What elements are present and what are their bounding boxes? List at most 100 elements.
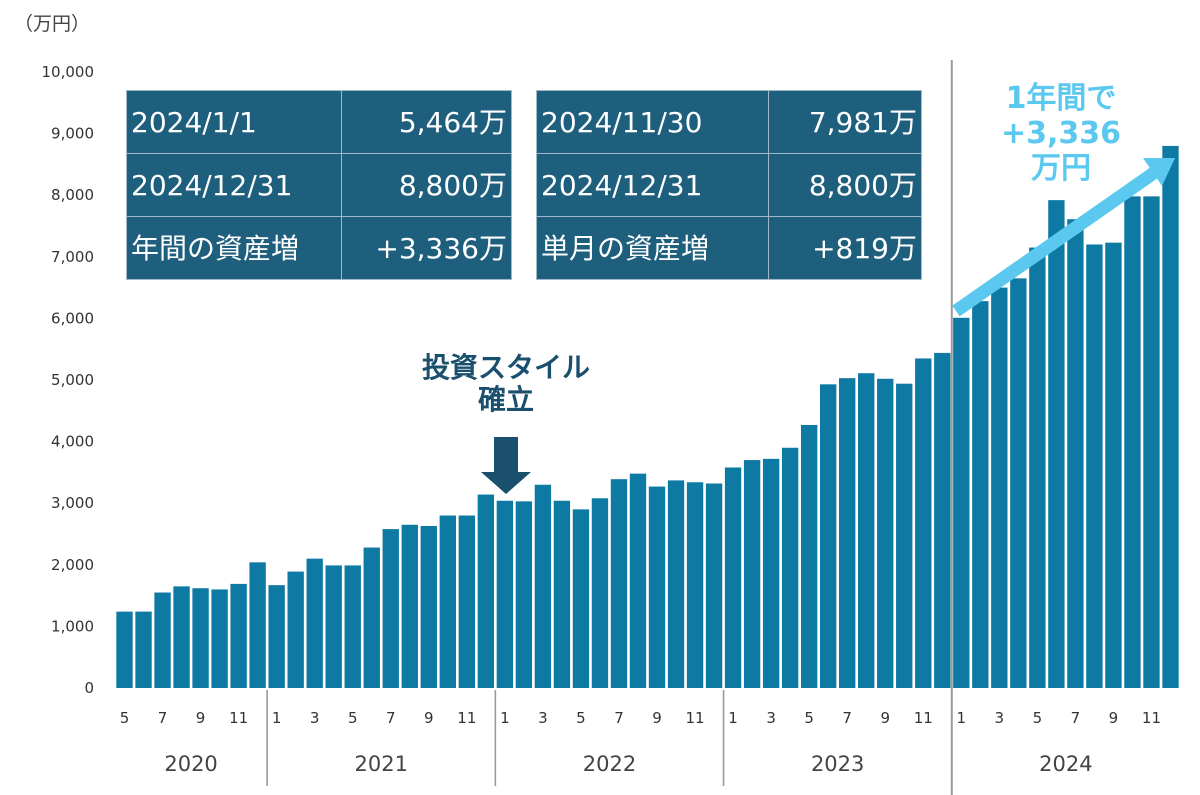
y-axis-unit-label: （万円） <box>14 13 90 35</box>
x-tick-label: 11 <box>457 709 476 727</box>
x-tick-label: 3 <box>310 709 320 727</box>
bar <box>477 494 495 688</box>
y-tick-label: 4,000 <box>51 433 94 451</box>
x-tick-label: 9 <box>652 709 662 727</box>
y-axis-ticks: 0 1,000 2,000 3,000 4,000 5,000 6,000 7,000 8,00… <box>42 63 95 697</box>
bar <box>534 484 552 688</box>
x-tick-label: 7 <box>386 709 396 727</box>
x-tick-label: 7 <box>1071 709 1081 727</box>
bar <box>1162 145 1179 689</box>
table-cell-value: +819万 <box>767 216 923 280</box>
x-tick-label: 5 <box>120 709 130 727</box>
y-tick-label: 10,000 <box>42 63 95 81</box>
bar <box>705 483 723 688</box>
table-cell-value: 8,800万 <box>340 153 513 217</box>
table-cell-value: 7,981万 <box>767 90 923 154</box>
x-tick-label: 5 <box>804 709 814 727</box>
bar <box>344 565 361 688</box>
y-tick-label: 9,000 <box>51 125 94 143</box>
y-tick-label: 0 <box>84 679 94 697</box>
bar <box>1010 278 1027 688</box>
bar <box>743 460 761 688</box>
bar <box>667 480 685 688</box>
bar <box>762 458 780 688</box>
bar <box>1124 196 1141 688</box>
summary-table-month: 2024/11/30 7,981万 2024/12/31 8,800万 単月の資… <box>536 90 923 280</box>
bar <box>858 373 875 688</box>
bar <box>211 589 228 688</box>
y-tick-label: 2,000 <box>51 556 94 574</box>
down-arrow-icon <box>481 437 531 494</box>
bar <box>972 301 989 688</box>
x-year-label: 2022 <box>583 752 636 776</box>
table-cell-label: 2024/1/1 <box>126 90 342 154</box>
x-year-label: 2024 <box>1039 752 1092 776</box>
bar <box>1105 242 1122 688</box>
bar <box>496 500 514 688</box>
bar <box>420 525 437 688</box>
bar <box>1029 247 1046 688</box>
table-row: 2024/1/1 5,464万 <box>126 90 513 154</box>
x-axis-year-labels: 2020 2021 2022 2023 2024 <box>164 752 1092 776</box>
table-row: 2024/12/31 8,800万 <box>126 153 513 217</box>
x-tick-label: 9 <box>196 709 206 727</box>
bar <box>610 479 628 688</box>
bar <box>572 509 590 688</box>
annotation-annual-growth: 1年間で +3,336 万円 <box>966 81 1156 186</box>
bar <box>934 352 951 688</box>
x-tick-label: 3 <box>538 709 548 727</box>
bar <box>839 378 856 688</box>
x-tick-label: 9 <box>424 709 434 727</box>
bar <box>1067 219 1084 688</box>
bar <box>648 486 666 688</box>
bar <box>1048 200 1065 689</box>
x-tick-label: 11 <box>914 709 933 727</box>
y-tick-label: 3,000 <box>51 494 94 512</box>
bar <box>553 500 571 688</box>
y-tick-label: 6,000 <box>51 309 94 327</box>
bar <box>896 383 913 688</box>
bar <box>629 473 647 688</box>
bar <box>800 424 818 688</box>
bar <box>515 501 533 688</box>
y-tick-label: 5,000 <box>51 371 94 389</box>
annotation-line: 1年間で <box>1005 81 1117 116</box>
x-tick-label: 1 <box>272 709 282 727</box>
table-cell-label: 2024/12/31 <box>536 153 769 217</box>
growth-arrow-icon <box>952 158 1175 317</box>
x-tick-label: 7 <box>158 709 168 727</box>
table-row: 2024/11/30 7,981万 <box>536 90 923 154</box>
x-tick-label: 1 <box>728 709 738 727</box>
y-tick-label: 8,000 <box>51 186 94 204</box>
y-tick-label: 7,000 <box>51 248 94 266</box>
annotation-line: 万円 <box>1031 150 1091 186</box>
bar <box>877 378 894 688</box>
bar <box>591 498 609 688</box>
bar <box>192 588 209 688</box>
table-cell-value: +3,336万 <box>340 216 513 280</box>
x-tick-label: 7 <box>614 709 624 727</box>
table-row: 単月の資産増 +819万 <box>536 216 923 280</box>
bar <box>135 611 152 688</box>
x-year-label: 2021 <box>355 752 408 776</box>
table-cell-label: 年間の資産増 <box>126 216 342 280</box>
x-tick-label: 5 <box>348 709 358 727</box>
bar <box>953 317 970 688</box>
bar <box>915 358 932 688</box>
bar <box>781 447 799 688</box>
annotation-investment-style: 投資スタイル 確立 <box>396 351 616 417</box>
table-cell-label: 2024/12/31 <box>126 153 342 217</box>
year-separators <box>266 60 953 795</box>
x-tick-label: 5 <box>1033 709 1043 727</box>
bar <box>154 592 171 688</box>
x-tick-label: 7 <box>842 709 852 727</box>
x-axis-month-ticks: 5 7 9 11 1 3 5 7 9 11 1 3 5 7 9 11 1 3 5 7 9 11 1 3 5 7 9 11 <box>120 709 1161 727</box>
bars <box>116 145 1179 689</box>
y-tick-label: 1,000 <box>51 617 94 635</box>
bar <box>230 583 247 688</box>
x-tick-label: 9 <box>880 709 890 727</box>
bar <box>173 586 190 688</box>
x-tick-label: 11 <box>1142 709 1161 727</box>
bar <box>724 467 742 688</box>
bar <box>1143 196 1160 688</box>
